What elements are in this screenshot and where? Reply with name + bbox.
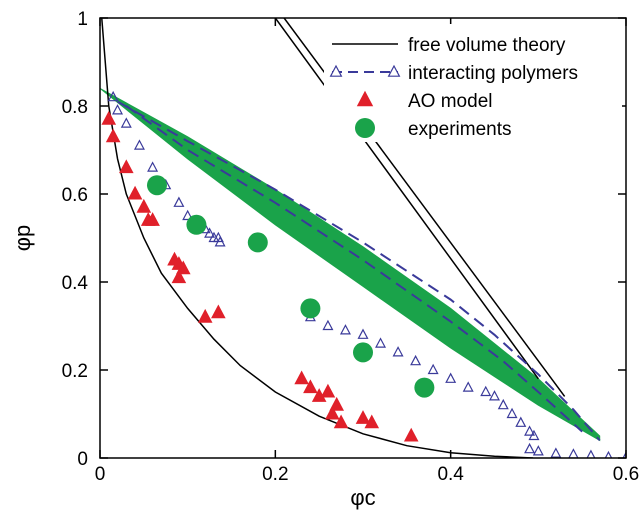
interacting-polymers-point <box>506 407 518 419</box>
interacting-polymers-point <box>214 236 226 247</box>
interacting-polymers-point <box>604 450 613 458</box>
ao-model-point <box>403 427 419 442</box>
interacting-polymers-point <box>497 398 509 410</box>
interacting-polymers-point <box>410 354 422 366</box>
experiment-point <box>300 298 321 319</box>
axis-ticks: 0 0.2 0.4 0.6 0 0.2 0.4 0.6 0.8 1 <box>62 9 640 485</box>
y-tick-label: 0.4 <box>62 273 89 294</box>
interacting-polymers-point <box>524 425 536 436</box>
ao-model-point <box>333 414 349 429</box>
interacting-polymers-point <box>182 209 194 221</box>
x-tick-label: 0 <box>95 464 106 485</box>
x-tick-label: 0.2 <box>262 464 288 485</box>
ao-model-point <box>101 110 117 125</box>
interacting-polymers-point <box>622 451 626 458</box>
ao-model-point <box>329 396 344 411</box>
x-tick-label: 0.4 <box>437 464 464 485</box>
plot-frame <box>99 17 627 459</box>
y-axis-label: φp <box>10 225 35 252</box>
interacting-polymers-point <box>147 161 159 172</box>
y-tick-label: 1 <box>77 9 88 30</box>
ao-model-point <box>105 128 121 143</box>
interacting-polymers-point <box>204 227 216 238</box>
interacting-polymers-point <box>550 447 562 458</box>
experiment-point <box>247 232 268 253</box>
experiment-point <box>146 175 167 196</box>
ao-model-point <box>325 405 340 420</box>
ao-model-point <box>136 198 152 213</box>
interacting-polymers-curve-1 <box>125 105 583 433</box>
interacting-polymers-point <box>133 139 145 150</box>
ao-model-point <box>211 304 226 319</box>
ao-model-point <box>145 212 160 226</box>
data-markers <box>101 90 626 458</box>
experiment-point <box>186 214 207 235</box>
experiment-point <box>414 377 435 398</box>
interacting-polymers-point <box>339 324 351 335</box>
y-tick-label: 0 <box>77 449 88 470</box>
free-volume-curve-1 <box>274 18 539 380</box>
legend-ao-marker <box>356 90 374 107</box>
legend-label: free volume theory <box>408 35 566 56</box>
interacting-polymers-point <box>532 445 544 456</box>
interacting-polymers-point <box>489 390 500 401</box>
interacting-polymers-point <box>445 372 457 383</box>
ao-model-point <box>119 159 134 174</box>
ao-model-point <box>355 410 371 424</box>
legend: free volume theory interacting polymers AO… <box>324 24 622 142</box>
interacting-polymers-point <box>357 328 369 339</box>
ao-model-point <box>364 414 380 429</box>
ao-model-point <box>303 379 318 394</box>
interacting-polymers-point <box>107 90 119 102</box>
x-tick-label: 0.6 <box>613 464 639 485</box>
y-tick-label: 0.6 <box>62 185 88 206</box>
experiment-point <box>353 342 373 363</box>
legend-label: interacting polymers <box>408 63 578 84</box>
ao-model-point <box>175 260 191 275</box>
ao-model-point <box>320 383 336 398</box>
interacting-polymers-point <box>480 385 492 397</box>
interacting-polymers-point <box>462 381 474 392</box>
legend-interacting-marker <box>387 64 401 77</box>
interacting-polymers-point <box>515 416 527 427</box>
interacting-polymers-curve-0 <box>117 100 601 442</box>
interacting-polymers-point <box>120 117 132 128</box>
interacting-polymers-point <box>568 448 579 458</box>
interacting-polymers-point <box>586 449 596 458</box>
interacting-polymers-point <box>375 337 387 348</box>
ao-model-point <box>294 370 309 385</box>
legend-experiments-marker <box>355 118 375 138</box>
y-tick-label: 0.2 <box>62 361 88 382</box>
interacting-polymers-point <box>528 429 540 441</box>
interacting-polymers-point <box>392 346 404 357</box>
legend-interacting-marker <box>329 64 343 77</box>
free-volume-curve-0 <box>101 18 534 458</box>
interacting-polymers-point <box>112 104 124 115</box>
ao-model-point <box>171 269 187 284</box>
y-tick-label: 0.8 <box>62 97 88 118</box>
legend-label: AO model <box>408 91 492 112</box>
interacting-polymers-point <box>427 363 439 375</box>
ao-model-point <box>197 308 213 323</box>
x-axis-label: φc <box>350 485 375 510</box>
interacting-polymers-point <box>322 319 334 331</box>
interacting-polymers-point <box>173 196 185 207</box>
interacting-polymers-point <box>524 442 536 454</box>
legend-label: experiments <box>408 119 512 140</box>
ao-model-point <box>127 185 143 200</box>
